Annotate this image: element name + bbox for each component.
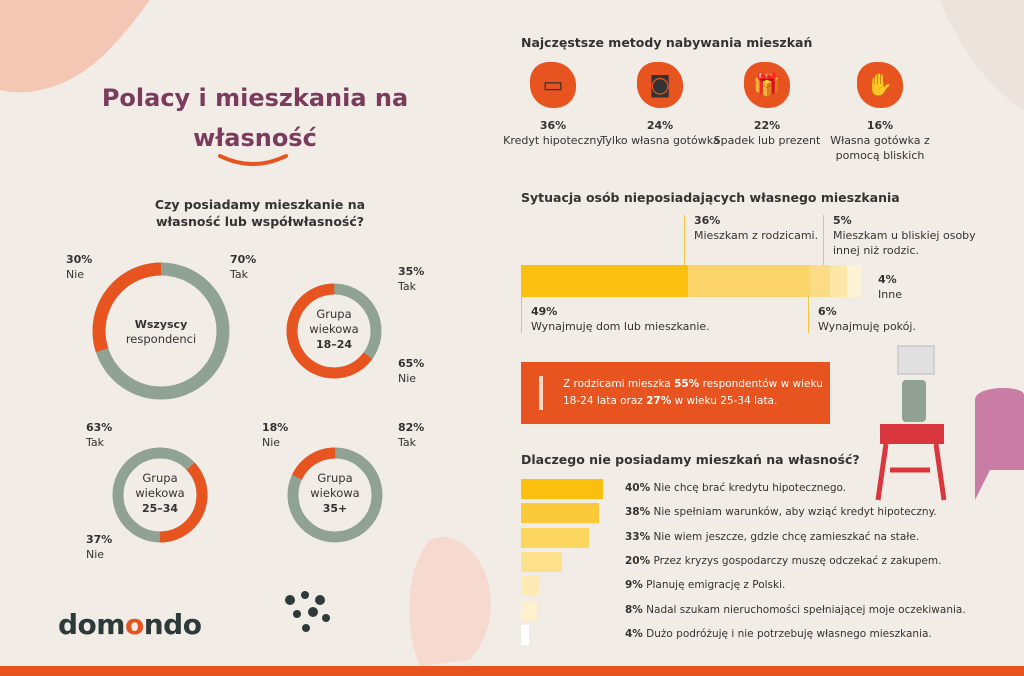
donut-no-label: 65% Nie [398, 357, 425, 385]
situation-title: Sytuacja osób nieposiadających własnego … [521, 190, 900, 205]
reason-bar [521, 600, 538, 621]
callout-value-2: 27% [646, 395, 672, 407]
reason-bar [521, 527, 589, 548]
donut-yes-label: 70% Tak [230, 253, 257, 281]
callout-box: Z rodzicami mieszka 55% respondentów w w… [521, 362, 830, 424]
donut-no-label: 18% Nie [262, 421, 289, 449]
method-pct: 16% [866, 119, 894, 132]
reason-label: 33% Nie wiem jeszcze, gdzie chcę zamiesz… [625, 530, 920, 543]
donut-center-label: Grupa wiekowa 25–34 [135, 471, 185, 515]
reason-label: 9% Planuję emigrację z Polski. [625, 579, 786, 592]
reason-bar [521, 624, 530, 645]
callout-value-1: 55% [674, 378, 700, 390]
donut-center-label: Wszyscy respondenci [125, 318, 197, 346]
situation-label: 4% Inne [878, 273, 902, 301]
donut-no-label: 37% Nie [86, 533, 113, 561]
methods-title: Najczęstsze metody nabywania mieszkań [521, 35, 813, 50]
reason-bar [521, 576, 540, 597]
bottom-stripe [0, 666, 1024, 676]
method-item: 🎁 22% Spadek lub prezent [707, 62, 827, 148]
donut-yes-label: 82% Tak [398, 421, 425, 449]
reason-label: 8% Nadal szukam nieruchomości spełniając… [625, 603, 966, 616]
situation-segment [687, 265, 810, 297]
gift-card-icon: 🎁 [744, 62, 790, 108]
donut-no-arc [287, 447, 383, 543]
callout-text: Z rodzicami mieszka [563, 378, 675, 390]
method-item: ▭ 36% Kredyt hipoteczny [493, 62, 613, 148]
callout-accent [539, 376, 543, 410]
method-label: Własna gotówka z pomocą bliskich [830, 134, 930, 162]
donut-no-arc [112, 447, 208, 543]
method-label: Kredyt hipoteczny [503, 134, 603, 147]
method-pct: 36% [539, 119, 567, 132]
smile-decoration [218, 154, 288, 166]
donut-center-label: Grupa wiekowa 35+ [310, 471, 360, 515]
reason-label: 20% Przez kryzys gospodarczy muszę odcze… [625, 554, 942, 567]
method-pct: 22% [753, 119, 781, 132]
credit-card-icon: ▭ [530, 62, 576, 108]
page-title: Polacy i mieszkania na własność [101, 84, 409, 152]
callout-text: respondentów w wieku 18-24 lata oraz [563, 378, 823, 407]
reason-label: 4% Dużo podróżuję i nie potrzebuję własn… [625, 627, 932, 640]
situation-label: 49% Wynajmuję dom lub mieszkanie. [531, 305, 710, 333]
donut-yes-label: 35% Tak [398, 265, 425, 293]
cash-icon: ◙ [637, 62, 683, 108]
donut-1 [286, 283, 382, 379]
reason-label: 40% Nie chcę brać kredytu hipotecznego. [625, 482, 847, 494]
leader-line [808, 297, 809, 333]
method-item: ◙ 24% Tylko własna gotówka [600, 62, 720, 148]
situation-segment [810, 265, 831, 297]
donut-no-arc [92, 262, 230, 400]
leader-line [521, 297, 522, 333]
situation-label: 6% Wynajmuję pokój. [818, 305, 916, 333]
callout-text: w wieku 25-34 lata. [671, 395, 778, 407]
situation-label: 5% Mieszkam u bliskiej osoby innej niż ro… [833, 214, 976, 257]
method-item: ✋ 16% Własna gotówka z pomocą bliskich [820, 62, 940, 163]
donut-no-arc [286, 283, 382, 379]
situation-segment [521, 265, 688, 297]
hand-money-icon: ✋ [857, 62, 903, 108]
donut-0 [92, 262, 230, 400]
reason-bar [521, 551, 562, 572]
method-pct: 24% [646, 119, 674, 132]
domondo-logo: domondo [58, 608, 202, 641]
reasons-title: Dlaczego nie posiadamy mieszkań na własn… [521, 452, 860, 467]
situation-segment [830, 265, 848, 297]
leader-line [684, 215, 685, 265]
situation-label: 36% Mieszkam z rodzicami. [694, 214, 819, 242]
reason-bar [521, 503, 599, 524]
situation-segment [847, 265, 861, 297]
leader-line [823, 215, 824, 265]
donut-2 [112, 447, 208, 543]
ownership-question: Czy posiadamy mieszkanie na własność lub… [154, 197, 366, 229]
ownership-donuts [92, 262, 383, 543]
donut-yes-label: 63% Tak [86, 421, 113, 449]
reason-label: 38% Nie spełniam warunków, aby wziąć kre… [625, 506, 937, 519]
donut-no-label: 30% Nie [66, 253, 93, 281]
method-label: Tylko własna gotówka [600, 134, 720, 147]
reason-bar [521, 479, 603, 499]
donut-3 [287, 447, 383, 543]
donut-center-label: Grupa wiekowa 18–24 [309, 307, 359, 351]
method-label: Spadek lub prezent [713, 134, 821, 147]
